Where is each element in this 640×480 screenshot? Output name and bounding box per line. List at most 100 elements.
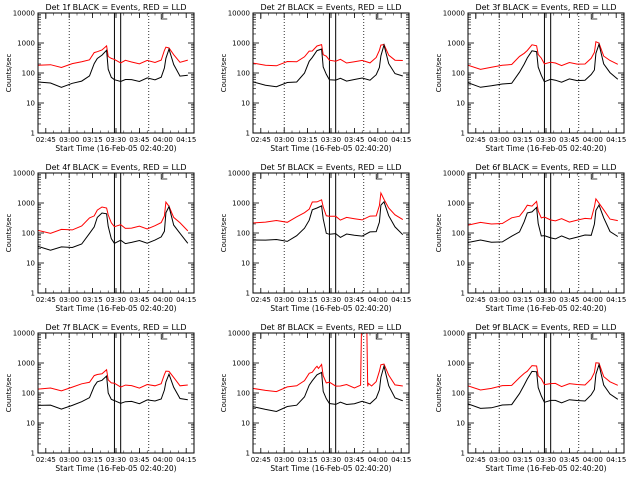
y-tick-label: 10000	[443, 10, 465, 18]
y-axis-label: Counts/sec	[435, 54, 443, 93]
x-tick-label: 04:15	[606, 136, 626, 144]
x-tick-label: 02:45	[466, 296, 486, 304]
y-tick-label: 10	[26, 420, 35, 428]
x-tick-label: 03:00	[274, 456, 294, 464]
y-axis-label: Counts/sec	[220, 54, 228, 93]
y-tick-label: 100	[452, 230, 465, 238]
x-tick-label: 04:00	[153, 456, 173, 464]
x-axis-label: Start Time (16-Feb-05 02:40:20)	[485, 304, 606, 313]
y-tick-label: 10	[241, 100, 250, 108]
x-tick-label: 04:15	[391, 296, 411, 304]
x-tick-label: 03:30	[106, 136, 126, 144]
x-tick-label: 03:45	[129, 136, 149, 144]
x-tick-label: 03:15	[83, 296, 103, 304]
x-tick-label: 03:30	[106, 456, 126, 464]
x-tick-label: 02:45	[251, 456, 271, 464]
panel-7: Det 7f BLACK = Events, RED = LLD Counts/s…	[5, 323, 196, 473]
y-tick-label: 1	[31, 450, 35, 458]
plot-frame	[252, 332, 410, 454]
corner-marker	[375, 334, 383, 340]
x-tick-label: 04:00	[368, 456, 388, 464]
x-tick-label: 04:15	[606, 456, 626, 464]
panel-4: Det 4f BLACK = Events, RED = LLD Counts/s…	[5, 163, 196, 313]
x-tick-label: 03:30	[321, 136, 341, 144]
x-tick-label: 04:15	[176, 136, 196, 144]
panel-3: Det 3f BLACK = Events, RED = LLD Counts/s…	[435, 3, 626, 153]
x-axis-label: Start Time (16-Feb-05 02:40:20)	[270, 144, 391, 153]
y-tick-label: 10000	[228, 10, 250, 18]
y-tick-label: 100	[22, 230, 35, 238]
x-tick-label: 03:15	[513, 456, 533, 464]
x-axis-label: Start Time (16-Feb-05 02:40:20)	[55, 304, 176, 313]
x-tick-label: 04:00	[368, 136, 388, 144]
x-tick-label: 03:45	[559, 296, 579, 304]
y-axis-label: Counts/sec	[435, 214, 443, 253]
y-tick-label: 10000	[443, 170, 465, 178]
corner-marker	[590, 14, 598, 20]
y-tick-label: 100	[237, 230, 250, 238]
y-tick-label: 10000	[13, 330, 35, 338]
x-tick-label: 03:00	[489, 456, 509, 464]
lld-series-line	[253, 43, 403, 67]
x-tick-label: 03:15	[513, 136, 533, 144]
lld-series-line	[253, 333, 403, 393]
x-tick-label: 02:45	[36, 296, 56, 304]
y-axis-label: Counts/sec	[5, 374, 13, 413]
panel-title: Det 8f BLACK = Events, RED = LLD	[260, 323, 401, 332]
x-tick-label: 04:00	[153, 296, 173, 304]
events-series-line	[468, 203, 619, 243]
x-axis-label: Start Time (16-Feb-05 02:40:20)	[270, 304, 391, 313]
corner-marker	[160, 174, 168, 180]
panel-2: Det 2f BLACK = Events, RED = LLD Counts/s…	[220, 3, 411, 153]
x-axis-label: Start Time (16-Feb-05 02:40:20)	[485, 144, 606, 153]
x-tick-label: 04:15	[391, 136, 411, 144]
x-tick-label: 02:45	[466, 136, 486, 144]
corner-marker	[590, 174, 598, 180]
x-tick-label: 03:15	[298, 296, 318, 304]
x-tick-label: 03:00	[274, 296, 294, 304]
x-tick-label: 03:15	[298, 136, 318, 144]
y-tick-label: 100	[237, 390, 250, 398]
lld-series-line	[38, 44, 188, 69]
y-axis-label: Counts/sec	[220, 374, 228, 413]
panel-title: Det 3f BLACK = Events, RED = LLD	[475, 3, 616, 12]
y-tick-label: 1000	[447, 200, 465, 208]
plot-frame	[37, 172, 195, 294]
x-tick-label: 03:45	[344, 136, 364, 144]
corner-marker	[160, 334, 168, 340]
x-tick-label: 03:00	[489, 136, 509, 144]
lld-series-line	[38, 200, 189, 234]
y-tick-label: 10	[241, 260, 250, 268]
y-tick-label: 1	[461, 130, 465, 138]
y-tick-label: 1	[461, 290, 465, 298]
x-tick-label: 03:00	[59, 136, 79, 144]
y-tick-label: 1	[246, 130, 250, 138]
y-tick-label: 10000	[228, 330, 250, 338]
y-tick-label: 1000	[447, 360, 465, 368]
x-tick-label: 03:30	[321, 296, 341, 304]
y-tick-label: 10	[456, 100, 465, 108]
panel-6: Det 6f BLACK = Events, RED = LLD Counts/s…	[435, 163, 626, 313]
y-tick-label: 1000	[17, 200, 35, 208]
x-tick-label: 03:00	[274, 136, 294, 144]
y-tick-label: 10000	[443, 330, 465, 338]
x-tick-label: 03:00	[59, 296, 79, 304]
x-tick-label: 03:15	[513, 296, 533, 304]
x-tick-label: 04:00	[153, 136, 173, 144]
lld-series-line	[468, 362, 619, 391]
x-tick-label: 03:00	[59, 456, 79, 464]
x-tick-label: 03:30	[536, 456, 556, 464]
panel-title: Det 4f BLACK = Events, RED = LLD	[45, 163, 186, 172]
plot-frame	[467, 172, 625, 294]
y-tick-label: 1000	[232, 360, 250, 368]
y-tick-label: 1	[31, 290, 35, 298]
plot-frame	[37, 332, 195, 454]
y-tick-label: 10000	[13, 170, 35, 178]
panel-8: Det 8f BLACK = Events, RED = LLD Counts/s…	[220, 323, 411, 473]
y-tick-label: 1000	[447, 40, 465, 48]
x-tick-label: 03:30	[106, 296, 126, 304]
x-tick-label: 03:15	[83, 456, 103, 464]
x-tick-label: 03:15	[298, 456, 318, 464]
plot-frame	[467, 12, 625, 134]
